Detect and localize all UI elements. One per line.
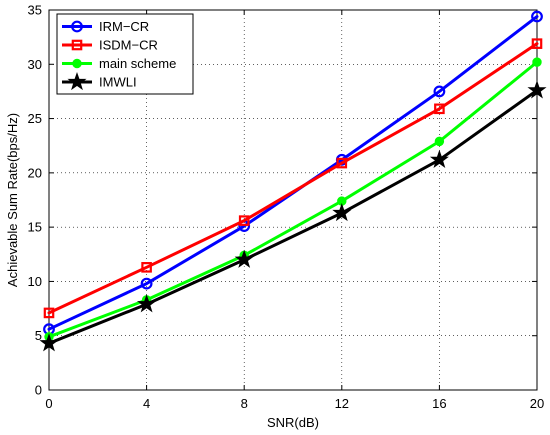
series-1 [43, 38, 543, 319]
data-point [336, 157, 348, 169]
x-tick-label: 0 [45, 396, 52, 411]
x-axis-label: SNR(dB) [267, 415, 319, 430]
y-tick-label: 25 [28, 111, 42, 126]
x-tick-label: 12 [335, 396, 349, 411]
legend-marker [71, 20, 83, 33]
series-line [47, 60, 539, 339]
y-tick-label: 15 [28, 220, 42, 235]
data-point [531, 10, 543, 23]
data-point [531, 38, 543, 49]
data-point [434, 103, 445, 115]
data-point [429, 149, 449, 168]
data-point [140, 277, 153, 290]
data-point [141, 262, 152, 273]
x-tick-label: 4 [143, 396, 150, 411]
x-tick-label: 8 [241, 396, 248, 411]
series-line [47, 88, 539, 345]
data-point [527, 80, 547, 99]
legend-label: IRM−CR [99, 19, 149, 34]
legend-label: IMWLI [99, 75, 137, 90]
legend-marker [72, 58, 82, 69]
legend-label: ISDM−CR [99, 38, 158, 53]
data-point [43, 307, 55, 319]
data-point [433, 85, 446, 98]
y-tick-label: 5 [35, 328, 42, 343]
y-tick-label: 20 [28, 165, 42, 180]
data-point [234, 249, 254, 268]
data-point [238, 215, 250, 226]
legend-item: IMWLI [62, 71, 137, 91]
legend-item: IRM−CR [62, 19, 149, 34]
y-tick-label: 0 [35, 383, 42, 398]
legend-item: ISDM−CR [62, 38, 158, 53]
legend-label: main scheme [99, 56, 176, 71]
data-point [332, 203, 352, 222]
x-tick-label: 16 [432, 396, 446, 411]
y-tick-label: 30 [28, 57, 42, 72]
data-point [39, 333, 59, 352]
plot-frame [48, 9, 538, 391]
x-tick-label: 20 [530, 396, 544, 411]
legend-marker [67, 71, 87, 91]
series [39, 10, 547, 352]
data-point [532, 57, 542, 67]
data-point [434, 136, 445, 147]
y-tick-label: 35 [28, 3, 42, 18]
data-point [137, 294, 157, 313]
axis-ticks: 0 4 8 12 16 20 0 5 10 15 20 25 30 35 [28, 3, 545, 412]
series-line [47, 42, 539, 315]
y-axis-label: Achievable Sum Rate(bps/Hz) [5, 113, 20, 287]
series-3 [39, 80, 547, 352]
legend-marker [71, 39, 83, 51]
legend-item: main scheme [62, 56, 176, 71]
legend: IRM−CR ISDM−CR main scheme IMWLI [56, 13, 194, 95]
y-tick-label: 10 [28, 274, 42, 289]
